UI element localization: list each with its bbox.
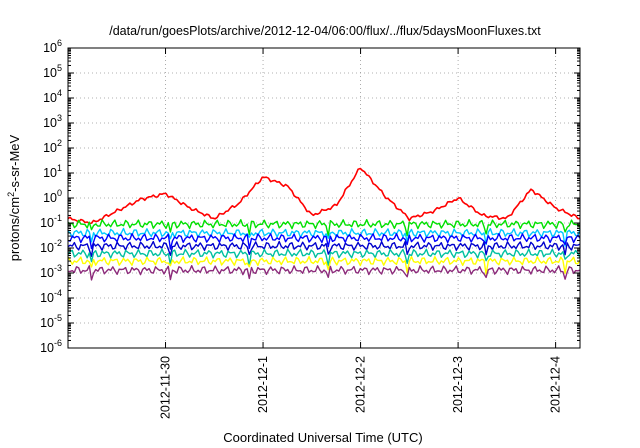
x-tick-label: 2012-12-1 [256,356,270,413]
y-tick-label: 10-1 [40,213,62,230]
x-tick-label: 2012-12-2 [354,356,368,413]
y-tick-label: 10-5 [40,313,62,330]
y-axis: 10-6 10-5 10-4 10-3 10-2 10-1 100 101 102 103 104 1… [40,38,580,355]
y-tick-label: 10-4 [40,288,62,305]
y-tick-label: 10-3 [40,263,62,280]
series-line [67,218,581,237]
series-line [67,167,580,225]
x-tick-label: 2012-12-3 [451,356,465,413]
y-tick-label: 104 [43,88,62,105]
y-tick-label: 100 [43,188,62,205]
y-tick-label: 106 [43,38,62,55]
grid [68,48,580,348]
chart-title: /data/run/goesPlots/archive/2012-12-04/0… [109,24,541,38]
y-tick-label: 105 [43,63,62,80]
x-axis-label: Coordinated Universal Time (UTC) [223,430,422,445]
y-tick-label: 103 [43,113,62,130]
series-line [68,265,581,281]
series-line [67,240,581,257]
series-line [67,248,581,267]
y-tick-label: 10-6 [40,338,62,355]
y-axis-label: protons/cm2-s-sr-MeV [6,134,22,261]
y-tick-label: 101 [43,163,62,180]
series-group [67,167,581,281]
y-tick-label: 10-2 [40,238,62,255]
x-tick-label: 2012-12-4 [549,356,563,413]
x-axis: 2012-11-30 2012-12-1 2012-12-2 2012-12-3 201… [159,48,563,419]
x-tick-label: 2012-11-30 [159,356,173,419]
series-line [67,232,581,250]
series-line [67,255,581,275]
y-tick-label: 102 [43,138,62,155]
